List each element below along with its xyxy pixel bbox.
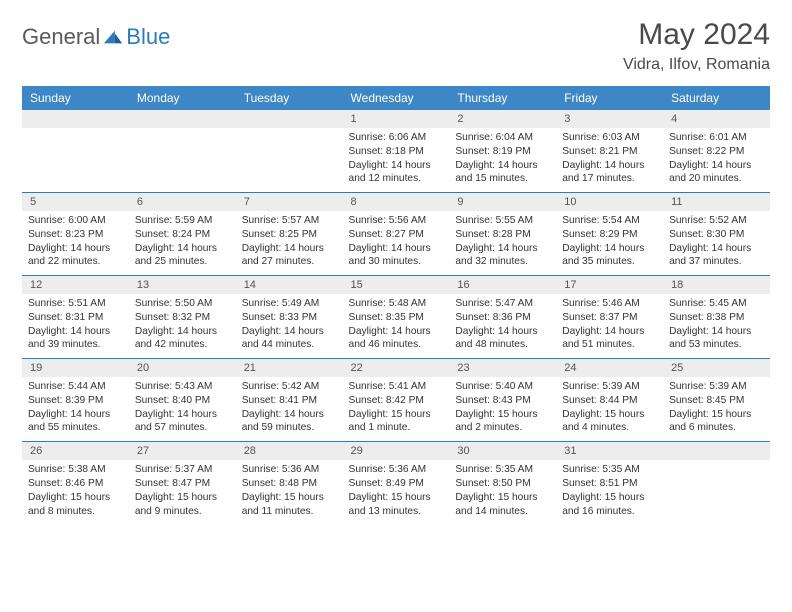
day-number-cell: 17 [556, 276, 663, 295]
day-detail-cell: Sunrise: 5:45 AMSunset: 8:38 PMDaylight:… [663, 294, 770, 359]
day-detail-cell: Sunrise: 5:35 AMSunset: 8:51 PMDaylight:… [556, 460, 663, 524]
day-detail-cell: Sunrise: 5:38 AMSunset: 8:46 PMDaylight:… [22, 460, 129, 524]
day-header: Friday [556, 86, 663, 110]
day-detail-cell: Sunrise: 5:57 AMSunset: 8:25 PMDaylight:… [236, 211, 343, 276]
logo-triangle-icon [102, 28, 124, 46]
day-header: Monday [129, 86, 236, 110]
day-number-cell: 22 [343, 359, 450, 378]
day-header: Tuesday [236, 86, 343, 110]
details-row: Sunrise: 6:00 AMSunset: 8:23 PMDaylight:… [22, 211, 770, 276]
day-detail-cell: Sunrise: 5:47 AMSunset: 8:36 PMDaylight:… [449, 294, 556, 359]
details-row: Sunrise: 5:38 AMSunset: 8:46 PMDaylight:… [22, 460, 770, 524]
day-number-cell: 23 [449, 359, 556, 378]
day-header-row: SundayMondayTuesdayWednesdayThursdayFrid… [22, 86, 770, 110]
daynum-row: 567891011 [22, 193, 770, 212]
day-number-cell: 7 [236, 193, 343, 212]
day-header: Sunday [22, 86, 129, 110]
day-detail-cell: Sunrise: 5:52 AMSunset: 8:30 PMDaylight:… [663, 211, 770, 276]
day-number-cell: 3 [556, 110, 663, 128]
location-text: Vidra, Ilfov, Romania [623, 56, 770, 74]
day-detail-cell: Sunrise: 5:51 AMSunset: 8:31 PMDaylight:… [22, 294, 129, 359]
day-number-cell: 30 [449, 442, 556, 461]
day-number-cell: 24 [556, 359, 663, 378]
header-row: General Blue May 2024 Vidra, Ilfov, Roma… [22, 18, 770, 74]
daynum-row: 262728293031 [22, 442, 770, 461]
day-header: Saturday [663, 86, 770, 110]
day-number-cell: 27 [129, 442, 236, 461]
day-detail-cell [663, 460, 770, 524]
day-detail-cell [236, 128, 343, 193]
day-number-cell: 15 [343, 276, 450, 295]
day-number-cell: 11 [663, 193, 770, 212]
daynum-row: 12131415161718 [22, 276, 770, 295]
day-detail-cell: Sunrise: 5:43 AMSunset: 8:40 PMDaylight:… [129, 377, 236, 442]
day-detail-cell: Sunrise: 5:49 AMSunset: 8:33 PMDaylight:… [236, 294, 343, 359]
calendar-table: SundayMondayTuesdayWednesdayThursdayFrid… [22, 86, 770, 524]
day-detail-cell: Sunrise: 5:59 AMSunset: 8:24 PMDaylight:… [129, 211, 236, 276]
brand-logo: General Blue [22, 18, 170, 50]
day-detail-cell: Sunrise: 5:39 AMSunset: 8:44 PMDaylight:… [556, 377, 663, 442]
day-detail-cell: Sunrise: 6:01 AMSunset: 8:22 PMDaylight:… [663, 128, 770, 193]
day-detail-cell: Sunrise: 5:40 AMSunset: 8:43 PMDaylight:… [449, 377, 556, 442]
day-detail-cell [22, 128, 129, 193]
day-number-cell: 25 [663, 359, 770, 378]
day-detail-cell: Sunrise: 5:41 AMSunset: 8:42 PMDaylight:… [343, 377, 450, 442]
day-number-cell: 21 [236, 359, 343, 378]
day-detail-cell: Sunrise: 6:00 AMSunset: 8:23 PMDaylight:… [22, 211, 129, 276]
day-number-cell: 13 [129, 276, 236, 295]
day-detail-cell: Sunrise: 5:42 AMSunset: 8:41 PMDaylight:… [236, 377, 343, 442]
day-detail-cell: Sunrise: 5:56 AMSunset: 8:27 PMDaylight:… [343, 211, 450, 276]
brand-part2: Blue [126, 24, 170, 50]
daynum-row: 1234 [22, 110, 770, 128]
day-number-cell: 5 [22, 193, 129, 212]
day-detail-cell: Sunrise: 6:03 AMSunset: 8:21 PMDaylight:… [556, 128, 663, 193]
day-number-cell [129, 110, 236, 128]
day-detail-cell: Sunrise: 5:55 AMSunset: 8:28 PMDaylight:… [449, 211, 556, 276]
day-number-cell: 19 [22, 359, 129, 378]
day-number-cell: 2 [449, 110, 556, 128]
title-block: May 2024 Vidra, Ilfov, Romania [623, 18, 770, 74]
day-number-cell: 16 [449, 276, 556, 295]
day-detail-cell: Sunrise: 6:04 AMSunset: 8:19 PMDaylight:… [449, 128, 556, 193]
day-number-cell: 26 [22, 442, 129, 461]
calendar-page: General Blue May 2024 Vidra, Ilfov, Roma… [0, 0, 792, 542]
day-number-cell [663, 442, 770, 461]
day-detail-cell [129, 128, 236, 193]
day-number-cell: 4 [663, 110, 770, 128]
day-number-cell: 29 [343, 442, 450, 461]
day-number-cell: 9 [449, 193, 556, 212]
day-header: Wednesday [343, 86, 450, 110]
day-detail-cell: Sunrise: 5:48 AMSunset: 8:35 PMDaylight:… [343, 294, 450, 359]
month-title: May 2024 [623, 18, 770, 52]
day-number-cell [22, 110, 129, 128]
day-number-cell: 8 [343, 193, 450, 212]
day-number-cell: 28 [236, 442, 343, 461]
day-detail-cell: Sunrise: 6:06 AMSunset: 8:18 PMDaylight:… [343, 128, 450, 193]
day-number-cell: 14 [236, 276, 343, 295]
day-number-cell: 12 [22, 276, 129, 295]
day-number-cell: 20 [129, 359, 236, 378]
day-number-cell: 31 [556, 442, 663, 461]
day-detail-cell: Sunrise: 5:50 AMSunset: 8:32 PMDaylight:… [129, 294, 236, 359]
day-detail-cell: Sunrise: 5:36 AMSunset: 8:48 PMDaylight:… [236, 460, 343, 524]
details-row: Sunrise: 5:51 AMSunset: 8:31 PMDaylight:… [22, 294, 770, 359]
day-detail-cell: Sunrise: 5:44 AMSunset: 8:39 PMDaylight:… [22, 377, 129, 442]
details-row: Sunrise: 6:06 AMSunset: 8:18 PMDaylight:… [22, 128, 770, 193]
brand-part1: General [22, 24, 100, 50]
day-number-cell: 1 [343, 110, 450, 128]
day-detail-cell: Sunrise: 5:46 AMSunset: 8:37 PMDaylight:… [556, 294, 663, 359]
day-detail-cell: Sunrise: 5:37 AMSunset: 8:47 PMDaylight:… [129, 460, 236, 524]
daynum-row: 19202122232425 [22, 359, 770, 378]
day-number-cell: 18 [663, 276, 770, 295]
day-detail-cell: Sunrise: 5:39 AMSunset: 8:45 PMDaylight:… [663, 377, 770, 442]
day-number-cell: 6 [129, 193, 236, 212]
day-header: Thursday [449, 86, 556, 110]
day-detail-cell: Sunrise: 5:54 AMSunset: 8:29 PMDaylight:… [556, 211, 663, 276]
day-number-cell: 10 [556, 193, 663, 212]
day-detail-cell: Sunrise: 5:35 AMSunset: 8:50 PMDaylight:… [449, 460, 556, 524]
day-detail-cell: Sunrise: 5:36 AMSunset: 8:49 PMDaylight:… [343, 460, 450, 524]
details-row: Sunrise: 5:44 AMSunset: 8:39 PMDaylight:… [22, 377, 770, 442]
day-number-cell [236, 110, 343, 128]
